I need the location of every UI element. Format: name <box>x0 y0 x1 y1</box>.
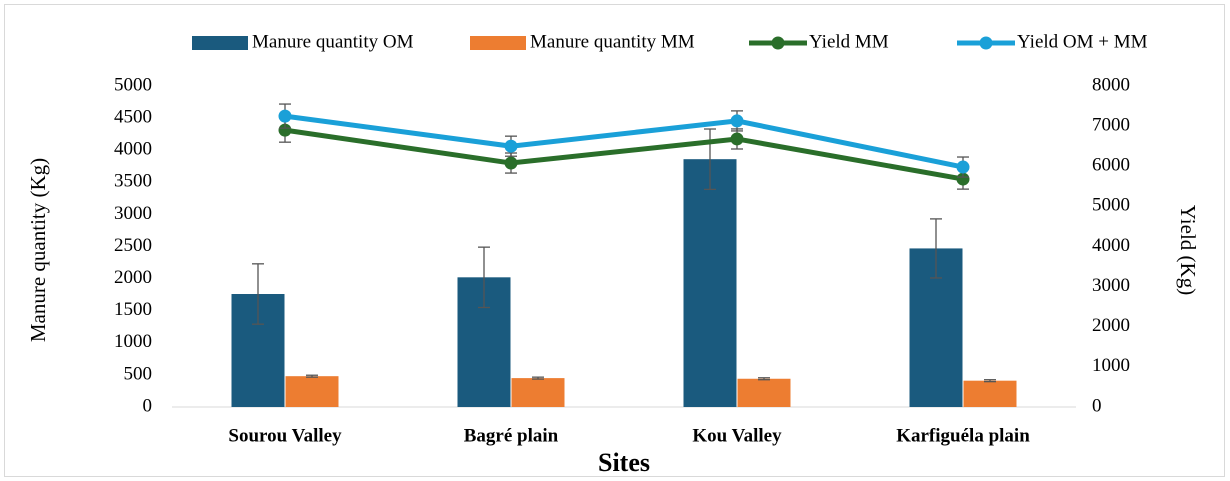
y2-tick-label: 1000 <box>1092 355 1130 376</box>
y2-tick-label: 5000 <box>1092 195 1130 216</box>
legend-swatch <box>192 36 248 50</box>
line <box>284 127 964 182</box>
chart-border <box>4 4 1225 477</box>
line <box>284 113 964 170</box>
y-tick-label: 2500 <box>114 235 152 256</box>
marker <box>730 132 744 146</box>
y-tick-label: 3000 <box>114 203 152 224</box>
y-tick-label: 1500 <box>114 299 152 320</box>
y2-tick-label: 4000 <box>1092 235 1130 256</box>
x-axis-title: Sites <box>598 448 650 477</box>
y-tick-label: 5000 <box>114 74 152 95</box>
error-bar <box>984 379 996 383</box>
marker <box>504 156 518 170</box>
legend-label: Manure quantity OM <box>252 31 414 52</box>
y2-tick-label: 6000 <box>1092 155 1130 176</box>
x-tick-label: Karfiguéla plain <box>896 425 1030 446</box>
legend-label: Manure quantity MM <box>530 31 695 52</box>
bar <box>683 159 737 407</box>
y2-axis-title: Yield (Kg) <box>1176 205 1200 295</box>
error-bar <box>758 377 770 381</box>
marker <box>278 123 292 137</box>
marker <box>956 160 970 174</box>
y2-tick-label: 7000 <box>1092 114 1130 135</box>
error-bar <box>252 263 264 325</box>
bar <box>285 376 339 407</box>
legend-swatch-marker <box>979 36 993 50</box>
marker <box>504 139 518 153</box>
x-tick-label: Bagré plain <box>464 425 559 446</box>
marker <box>956 172 970 186</box>
bar <box>737 378 791 407</box>
marker <box>278 109 292 123</box>
y2-tick-label: 2000 <box>1092 315 1130 336</box>
y-axis-title: Manure quantity (Kg) <box>26 158 50 342</box>
error-bar <box>306 374 318 378</box>
legend-label: Yield MM <box>809 31 889 52</box>
bar <box>511 378 565 407</box>
error-bar <box>478 246 490 309</box>
legend-swatch <box>470 36 526 50</box>
error-bar <box>930 218 942 279</box>
legend-label: Yield OM + MM <box>1017 31 1148 52</box>
y-tick-label: 3500 <box>114 171 152 192</box>
y-tick-label: 4500 <box>114 106 152 127</box>
x-tick-label: Sourou Valley <box>228 425 342 446</box>
y2-tick-label: 3000 <box>1092 275 1130 296</box>
y2-tick-label: 8000 <box>1092 74 1130 95</box>
y-tick-label: 0 <box>143 395 153 416</box>
y-tick-label: 1000 <box>114 331 152 352</box>
x-tick-label: Kou Valley <box>692 425 782 446</box>
y-tick-label: 4000 <box>114 139 152 160</box>
y2-tick-label: 0 <box>1092 395 1102 416</box>
marker <box>730 114 744 128</box>
bar <box>963 380 1017 407</box>
error-bar <box>532 376 544 380</box>
legend-swatch-marker <box>771 36 785 50</box>
y-tick-label: 500 <box>124 363 153 384</box>
y-tick-label: 2000 <box>114 267 152 288</box>
error-bar <box>704 128 716 191</box>
